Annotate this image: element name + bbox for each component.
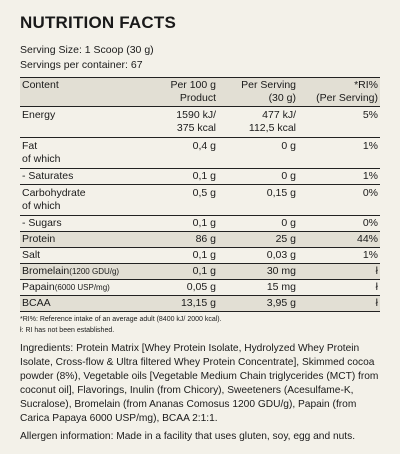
papain-name: Papain	[22, 281, 55, 293]
energy-per-serving: 477 kJ/ 112,5 kcal	[218, 107, 298, 137]
bromelain-ri: ł	[375, 265, 378, 277]
salt-per-serving: 0,03 g	[266, 249, 296, 261]
fat-per-100g: 0,4 g	[192, 140, 216, 152]
fat-label-sub: of which	[22, 153, 61, 165]
protein-label: Protein	[22, 233, 56, 245]
salt-per-100g: 0,1 g	[192, 249, 216, 261]
bromelain-label: Bromelain(1200 GDU/g)	[20, 264, 132, 279]
sugars-ri: 0%	[362, 217, 378, 229]
energy-per-serving-kj: 477 kJ/	[262, 109, 296, 121]
header-per-serving: Per Serving (30 g)	[218, 78, 298, 106]
bromelain-name: Bromelain	[22, 265, 70, 277]
header-per-100g-line2: Product	[179, 92, 216, 104]
serving-size: Serving Size: 1 Scoop (30 g)	[20, 44, 154, 56]
header-ri-line1: *RI%	[354, 79, 378, 91]
table-row-salt: Salt 0,1 g 0,03 g 1%	[20, 248, 380, 264]
table-row-bromelain: Bromelain(1200 GDU/g) 0,1 g 30 mg ł	[20, 264, 380, 280]
protein-per-100g: 86 g	[195, 233, 216, 245]
bcaa-ri: ł	[375, 297, 378, 309]
saturates-label: - Saturates	[22, 170, 74, 182]
salt-label: Salt	[22, 249, 41, 261]
energy-label: Energy	[22, 109, 56, 121]
fat-ri: 1%	[362, 140, 378, 152]
bcaa-label: BCAA	[22, 297, 51, 309]
papain-ri: ł	[375, 281, 378, 293]
nutrition-table: Content Per 100 g Product Per Serving (3…	[20, 77, 380, 312]
header-ri: *RI% (Per Serving)	[298, 78, 380, 106]
bromelain-per-serving: 30 mg	[266, 265, 296, 277]
papain-unit: (6000 USP/mg)	[54, 283, 110, 292]
sugars-per-100g: 0,1 g	[192, 217, 216, 229]
ingredients-text: Ingredients: Protein Matrix [Whey Protei…	[20, 343, 379, 424]
bromelain-unit: (1200 GDU/g)	[69, 267, 120, 276]
table-row-protein: Protein 86 g 25 g 44%	[20, 232, 380, 248]
bcaa-per-serving: 3,95 g	[266, 297, 296, 309]
bromelain-per-100g: 0,1 g	[192, 265, 216, 277]
protein-ri: 44%	[356, 233, 378, 245]
saturates-per-serving: 0 g	[281, 170, 296, 182]
carbohydrate-label-main: Carbohydrate	[22, 187, 86, 199]
table-row-sugars: - Sugars 0,1 g 0 g 0%	[20, 216, 380, 232]
sugars-label: - Sugars	[22, 217, 62, 229]
table-row-energy: Energy 1590 kJ/ 375 kcal 477 kJ/ 112,5 k…	[20, 107, 380, 138]
footnote-not-established: ł: RI has not been established.	[20, 327, 115, 334]
table-row-papain: Papain(6000 USP/mg) 0,05 g 15 mg ł	[20, 280, 380, 296]
energy-per-100g-kcal: 375 kcal	[176, 122, 216, 134]
carbohydrate-label: Carbohydrate of which	[20, 185, 132, 215]
footnote-ri: *RI%: Reference intake of an average adu…	[20, 316, 222, 323]
header-per-serving-line2: (30 g)	[268, 92, 296, 104]
table-row-saturates: - Saturates 0,1 g 0 g 1%	[20, 169, 380, 185]
carbohydrate-per-serving: 0,15 g	[266, 187, 296, 199]
salt-ri: 1%	[362, 249, 378, 261]
energy-per-100g: 1590 kJ/ 375 kcal	[132, 107, 218, 137]
table-row-bcaa: BCAA 13,15 g 3,95 g ł	[20, 296, 380, 312]
papain-label: Papain(6000 USP/mg)	[20, 280, 132, 295]
table-row-carbohydrate: Carbohydrate of which 0,5 g 0,15 g 0%	[20, 185, 380, 216]
bcaa-per-100g: 13,15 g	[180, 297, 216, 309]
saturates-per-100g: 0,1 g	[192, 170, 216, 182]
table-row-fat: Fat of which 0,4 g 0 g 1%	[20, 138, 380, 169]
table-header-row: Content Per 100 g Product Per Serving (3…	[20, 78, 380, 107]
energy-ri: 5%	[362, 109, 378, 121]
fat-label: Fat of which	[20, 138, 132, 168]
carbohydrate-label-sub: of which	[22, 200, 61, 212]
header-per-serving-line1: Per Serving	[241, 79, 296, 91]
header-content: Content	[22, 79, 59, 91]
papain-per-serving: 15 mg	[266, 281, 296, 293]
allergen-text: Allergen information: Made in a facility…	[20, 431, 356, 442]
page-title: NUTRITION FACTS	[20, 13, 176, 32]
sugars-per-serving: 0 g	[281, 217, 296, 229]
header-per-100g-line1: Per 100 g	[170, 79, 216, 91]
protein-per-serving: 25 g	[275, 233, 296, 245]
header-ri-line2: (Per Serving)	[316, 92, 378, 104]
energy-per-100g-kj: 1590 kJ/	[176, 109, 216, 121]
carbohydrate-per-100g: 0,5 g	[192, 187, 216, 199]
header-per-100g: Per 100 g Product	[132, 78, 218, 106]
carbohydrate-ri: 0%	[362, 187, 378, 199]
saturates-ri: 1%	[362, 170, 378, 182]
fat-per-serving: 0 g	[281, 140, 296, 152]
papain-per-100g: 0,05 g	[186, 281, 216, 293]
fat-label-main: Fat	[22, 140, 38, 152]
energy-per-serving-kcal: 112,5 kcal	[248, 122, 296, 134]
servings-per-container: Servings per container: 67	[20, 59, 143, 71]
